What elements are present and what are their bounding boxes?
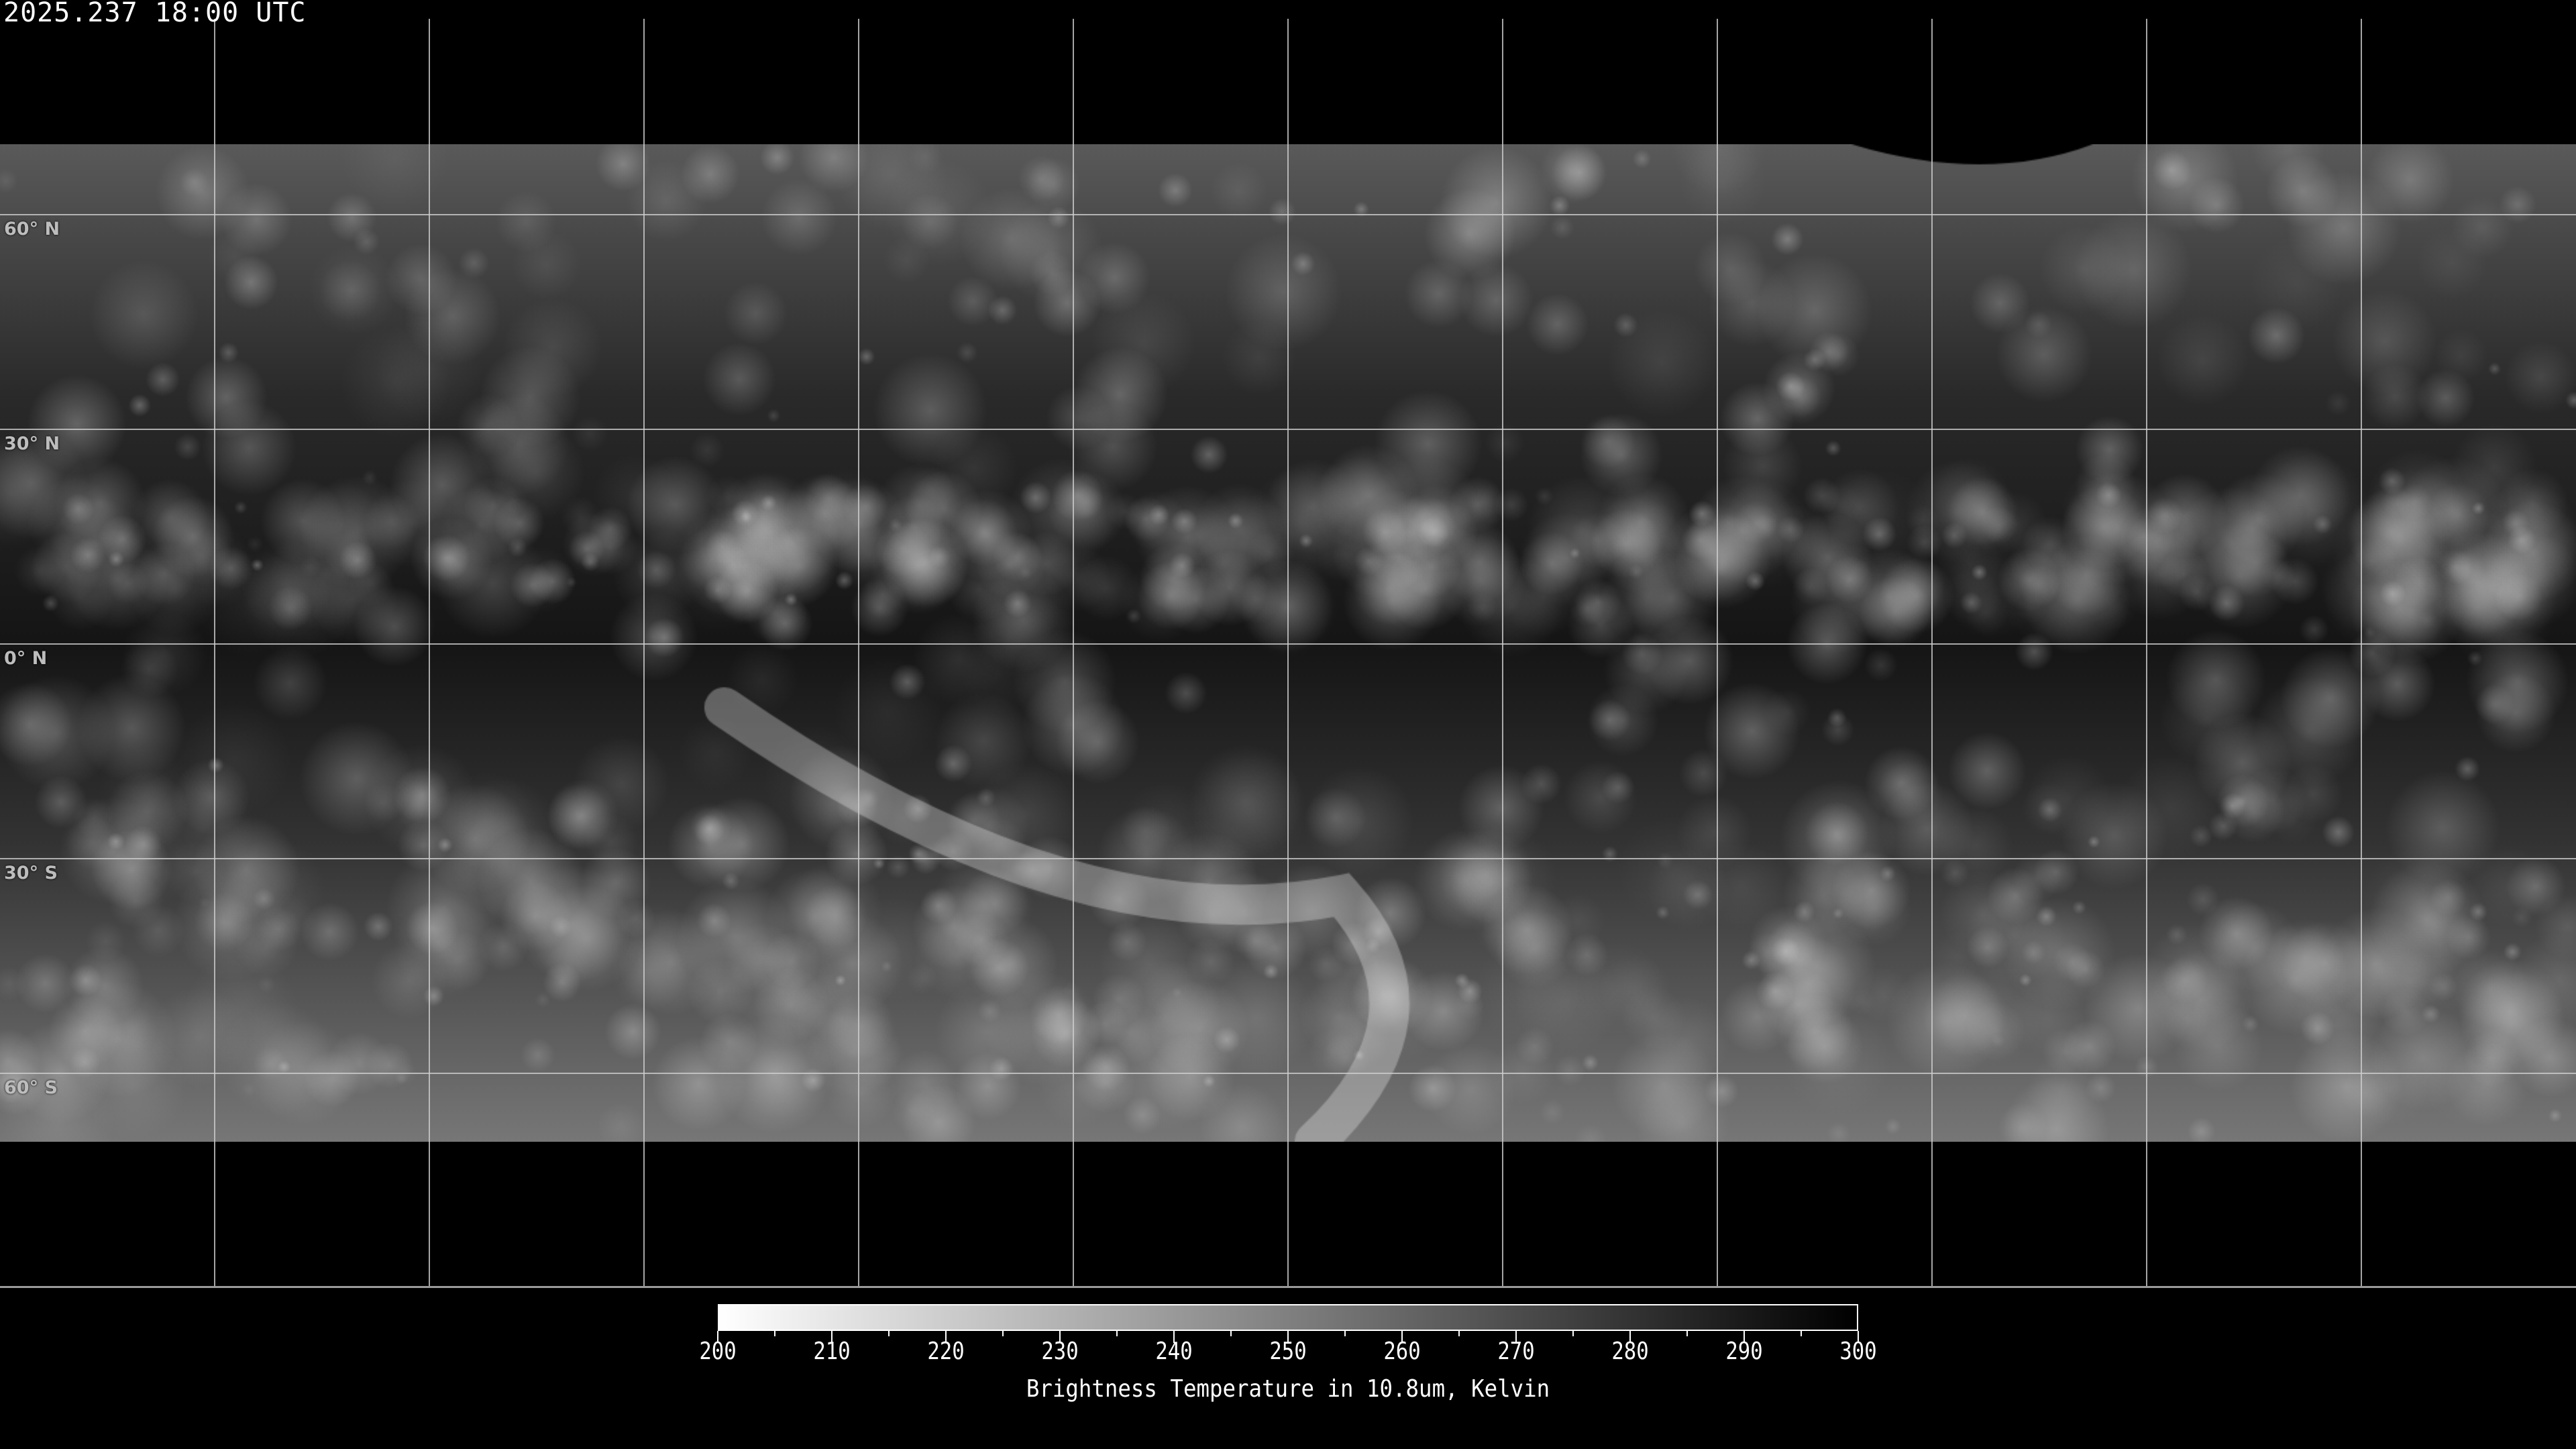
colorbar-tick-label: 290 (1725, 1338, 1763, 1365)
colorbar-tick-label: 250 (1269, 1338, 1307, 1365)
colorbar-label: Brightness Temperature in 10.8um, Kelvin (1026, 1375, 1550, 1403)
colorbar-tick-label: 270 (1497, 1338, 1535, 1365)
latitude-label: 30° S (4, 863, 58, 883)
colorbar-tick-label: 260 (1383, 1338, 1421, 1365)
map-border (0, 1286, 2576, 1288)
latitude-label: 60° S (4, 1077, 58, 1098)
colorbar-ticks (717, 1331, 1859, 1343)
latitude-label: 60° N (4, 219, 60, 239)
colorbar-tick-label: 220 (927, 1338, 965, 1365)
colorbar-tick-label: 240 (1155, 1338, 1193, 1365)
colorbar-tick-label: 280 (1611, 1338, 1649, 1365)
colorbar-tick-label: 230 (1041, 1338, 1079, 1365)
latitude-label: 0° N (4, 648, 48, 669)
colorbar-tick-label: 210 (813, 1338, 851, 1365)
latitude-label: 30° N (4, 433, 60, 454)
lat-lon-grid (0, 19, 2576, 1288)
satellite-map: 60° N 30° N 0° N 30° S 60° S 2025.237 18:00 … (0, 0, 2576, 1288)
colorbar (718, 1304, 1858, 1331)
timestamp-title: 2025.237 18:00 UTC (3, 0, 307, 28)
colorbar-tick-label: 300 (1839, 1338, 1877, 1365)
colorbar-tick-label: 200 (699, 1338, 737, 1365)
